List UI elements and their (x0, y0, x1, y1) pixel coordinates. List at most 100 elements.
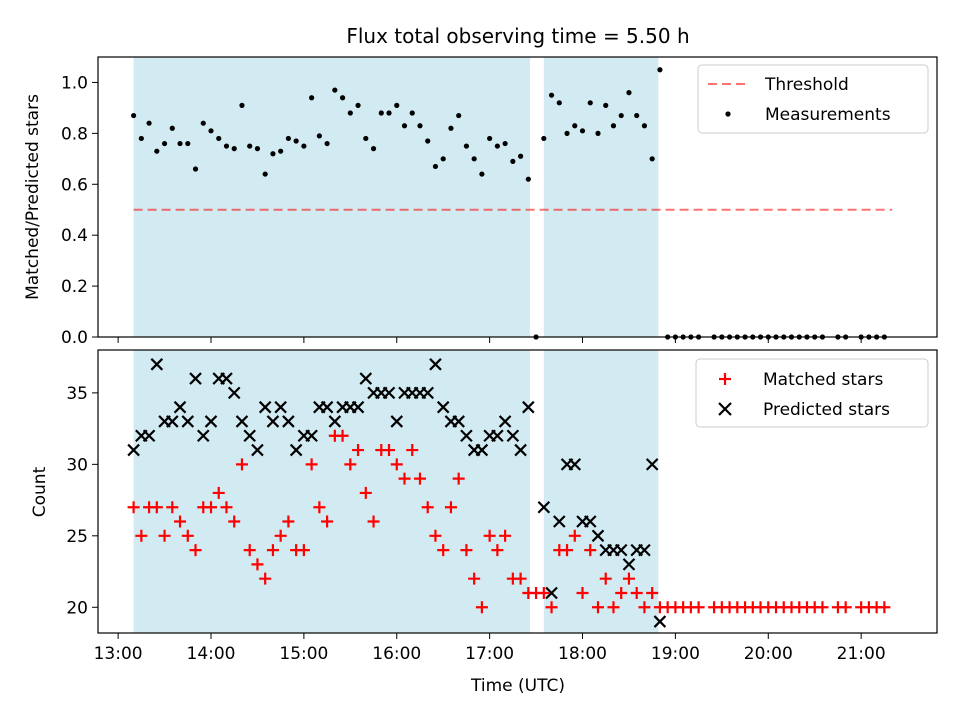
matched-star-point (413, 472, 426, 485)
matched-star-point (483, 529, 496, 542)
matched-star-point (452, 472, 465, 485)
matched-star-point (839, 601, 852, 614)
predicted-star-point (142, 429, 156, 443)
legend-matched-swatch (719, 373, 731, 385)
top-y-axis-label: Matched/Predicted stars (23, 94, 43, 300)
legend-measurements-label: Measurements (765, 105, 891, 125)
measurement-point (409, 110, 415, 116)
measurement-point (572, 123, 578, 129)
measurement-point (603, 102, 609, 108)
measurement-point (223, 143, 230, 149)
measurement-point (456, 112, 462, 119)
x-tick-label: 15:00 (279, 644, 328, 664)
measurement-point (278, 148, 284, 154)
measurement-point (316, 133, 322, 139)
measurement-point (587, 100, 593, 106)
bottom-legend-box (695, 358, 929, 428)
predicted-star-point (429, 358, 442, 371)
matched-star-point (189, 544, 202, 557)
shaded-interval-2 (543, 350, 659, 633)
predicted-star-point (227, 386, 241, 400)
x-tick-label: 14:00 (187, 644, 236, 664)
matched-star-point (282, 515, 295, 528)
predicted-star-points (127, 358, 667, 628)
measurement-point (564, 130, 570, 136)
matched-star-point (475, 601, 488, 614)
legend-measurements-swatch (725, 111, 731, 117)
matched-star-point (205, 501, 218, 514)
matched-star-point (499, 529, 512, 542)
matched-star-point (429, 529, 442, 542)
measurement-point (332, 87, 338, 93)
measurement-point (579, 128, 586, 134)
measurement-point (401, 123, 408, 129)
top-axes-frame (97, 56, 938, 338)
predicted-star-point (653, 615, 667, 628)
predicted-star-point (421, 386, 434, 400)
measurement-point (185, 140, 191, 147)
measurement-point (448, 125, 454, 131)
shaded-interval-1 (133, 350, 530, 633)
measurement-point (626, 90, 632, 96)
predicted-star-point (382, 386, 396, 400)
legend-predicted-swatch (718, 402, 732, 416)
measurement-point (494, 143, 500, 149)
y-tick-label: 0.6 (61, 175, 88, 195)
matched-star-point (444, 501, 457, 514)
predicted-star-point (289, 443, 303, 457)
y-tick-label: 0.4 (61, 226, 88, 246)
measurement-point (339, 95, 346, 101)
bottom-shaded-intervals (133, 350, 659, 633)
top-shaded-intervals (133, 57, 659, 337)
bottom-y-axis-label: Count (30, 466, 50, 517)
measurement-point (262, 171, 268, 177)
bottom-axes-frame (97, 349, 938, 634)
x-tick-label: 21:00 (837, 644, 886, 664)
legend-predicted-label: Predicted stars (763, 400, 890, 420)
measurement-points (131, 67, 887, 340)
measurement-point (548, 92, 555, 98)
measurement-point (177, 140, 183, 147)
matched-star-points (127, 429, 891, 614)
matched-star-point (491, 544, 504, 557)
predicted-star-point (189, 372, 202, 385)
matched-star-point (220, 501, 233, 514)
matched-star-point (251, 558, 264, 571)
measurement-point (541, 135, 547, 142)
measurement-point (254, 146, 261, 152)
predicted-star-point (196, 429, 210, 443)
measurement-point (440, 156, 446, 162)
measurement-point (525, 176, 531, 182)
matched-star-point (537, 586, 550, 599)
predicted-star-point (583, 515, 597, 528)
measurement-point (216, 135, 222, 142)
bottom-legend: Matched stars Predicted stars (695, 358, 929, 428)
matched-star-point (266, 544, 279, 557)
measurement-point (463, 143, 470, 149)
measurement-point (479, 171, 485, 177)
matched-star-point (390, 458, 403, 471)
matched-star-point (437, 544, 450, 557)
matched-star-point (599, 572, 612, 585)
matched-star-point (297, 544, 310, 557)
measurement-point (487, 135, 493, 142)
matched-star-point (336, 429, 349, 442)
predicted-star-point (166, 415, 179, 428)
matched-star-point (305, 458, 318, 471)
predicted-star-point (251, 443, 264, 457)
predicted-star-point (351, 400, 365, 414)
matched-star-point (359, 486, 372, 499)
matched-star-point (127, 501, 140, 514)
matched-star-point (166, 501, 179, 514)
measurement-point (208, 128, 214, 134)
measurement-point (517, 153, 524, 159)
predicted-star-point (390, 415, 404, 428)
measurement-point (394, 102, 400, 108)
y-tick-label: 0.0 (61, 328, 88, 348)
measurement-point (641, 123, 648, 129)
measurement-point (154, 148, 160, 154)
predicted-star-point (553, 515, 566, 528)
predicted-star-point (359, 372, 373, 385)
measurement-point (293, 138, 299, 144)
